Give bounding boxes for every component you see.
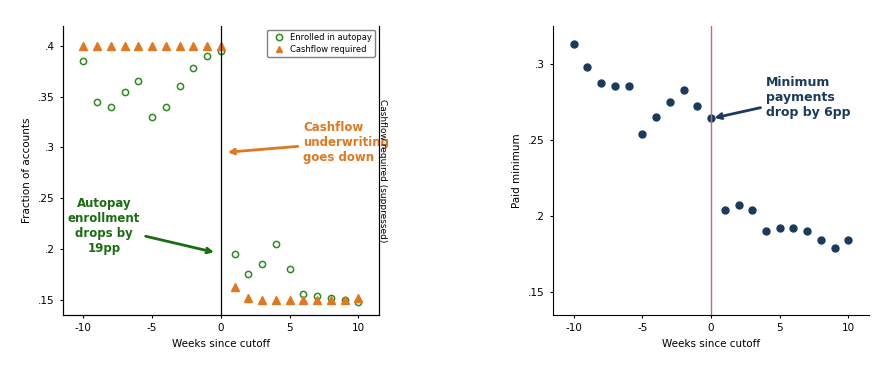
Legend: Enrolled in autopay, Cashflow required: Enrolled in autopay, Cashflow required (267, 30, 375, 57)
X-axis label: Weeks since cutoff: Weeks since cutoff (172, 339, 270, 349)
X-axis label: Weeks since cutoff: Weeks since cutoff (662, 339, 760, 349)
Text: Minimum
payments
drop by 6pp: Minimum payments drop by 6pp (718, 76, 850, 119)
Text: Cashflow
underwriting
goes down: Cashflow underwriting goes down (231, 121, 390, 164)
Y-axis label: Paid minimum: Paid minimum (513, 133, 522, 208)
Y-axis label: Cashflow required (suppressed): Cashflow required (suppressed) (378, 98, 387, 242)
Text: Autopay
enrollment
drops by
19pp: Autopay enrollment drops by 19pp (68, 198, 211, 255)
Y-axis label: Fraction of accounts: Fraction of accounts (22, 117, 32, 223)
